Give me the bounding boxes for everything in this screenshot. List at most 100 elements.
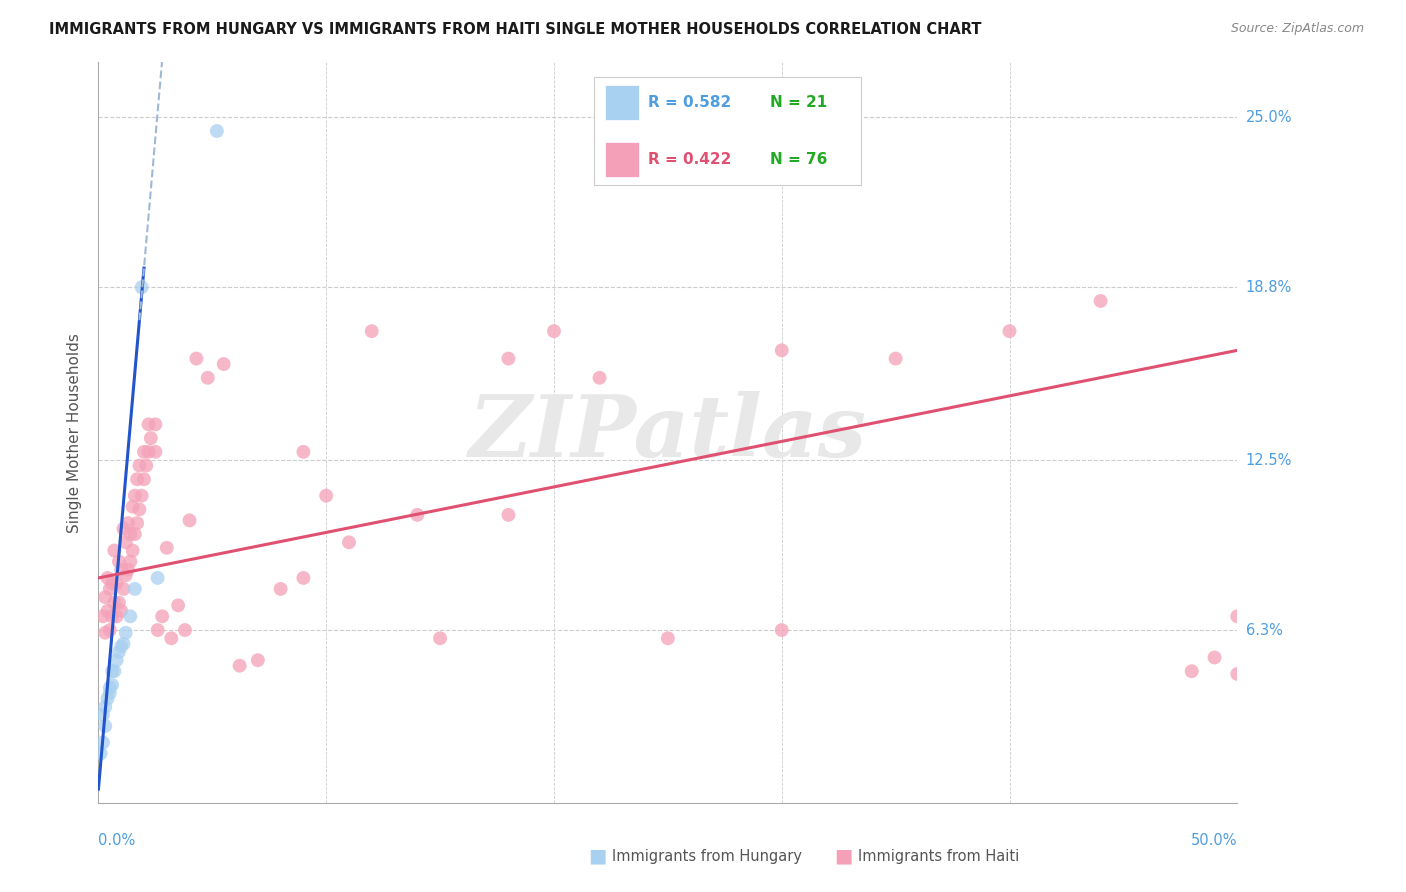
Point: [112, 582, 135, 596]
Bar: [605, 85, 640, 120]
Point: [96, 604, 118, 618]
Point: [131, 280, 153, 294]
Point: [114, 535, 136, 549]
Point: [135, 458, 157, 473]
Text: Immigrants from Haiti: Immigrants from Haiti: [858, 849, 1019, 863]
Point: [105, 609, 128, 624]
Point: [1181, 664, 1204, 678]
Point: [1204, 650, 1226, 665]
Point: [120, 609, 142, 624]
Point: [292, 445, 315, 459]
Point: [174, 623, 197, 637]
Point: [150, 609, 173, 624]
Point: [186, 351, 208, 366]
Point: [160, 632, 183, 646]
Point: [131, 489, 153, 503]
Point: [120, 554, 142, 568]
Point: [121, 543, 143, 558]
Point: [120, 527, 142, 541]
Point: [96, 691, 118, 706]
Point: [146, 571, 169, 585]
Text: 18.8%: 18.8%: [1246, 280, 1292, 294]
Point: [1226, 609, 1249, 624]
Point: [197, 371, 219, 385]
Point: [112, 637, 135, 651]
Point: [360, 324, 382, 338]
Text: IMMIGRANTS FROM HUNGARY VS IMMIGRANTS FROM HAITI SINGLE MOTHER HOUSEHOLDS CORREL: IMMIGRANTS FROM HUNGARY VS IMMIGRANTS FR…: [49, 22, 981, 37]
Bar: [605, 142, 640, 178]
Point: [145, 445, 167, 459]
Text: R = 0.582: R = 0.582: [648, 95, 731, 110]
Point: [121, 500, 143, 514]
Point: [103, 543, 125, 558]
Point: [117, 516, 139, 530]
Point: [96, 571, 118, 585]
Point: [112, 522, 135, 536]
FancyBboxPatch shape: [593, 78, 862, 185]
Point: [132, 445, 155, 459]
Point: [543, 324, 565, 338]
Text: N = 21: N = 21: [770, 95, 828, 110]
Point: [124, 527, 146, 541]
Point: [98, 681, 121, 695]
Point: [103, 664, 125, 678]
Point: [1090, 293, 1112, 308]
Point: [105, 576, 128, 591]
Point: [246, 653, 269, 667]
Point: [406, 508, 429, 522]
Point: [114, 568, 136, 582]
Point: [132, 472, 155, 486]
Point: [315, 489, 337, 503]
Point: [124, 489, 146, 503]
Point: [91, 735, 114, 749]
Text: 0.0%: 0.0%: [98, 833, 135, 848]
Point: [98, 582, 121, 596]
Text: R = 0.422: R = 0.422: [648, 152, 733, 167]
Point: [108, 554, 131, 568]
Point: [101, 576, 124, 591]
Point: [138, 445, 160, 459]
Point: [110, 640, 132, 654]
Point: [212, 357, 235, 371]
Point: [167, 599, 190, 613]
Point: [94, 719, 117, 733]
Point: [657, 632, 679, 646]
Point: [128, 458, 150, 473]
Point: [94, 699, 117, 714]
Point: [770, 623, 793, 637]
Point: [101, 664, 124, 678]
Point: [98, 623, 121, 637]
Point: [91, 609, 114, 624]
Text: Immigrants from Hungary: Immigrants from Hungary: [612, 849, 801, 863]
Point: [138, 417, 160, 432]
Text: ■: ■: [588, 847, 607, 866]
Point: [498, 508, 520, 522]
Point: [145, 417, 167, 432]
Point: [128, 502, 150, 516]
Point: [94, 625, 117, 640]
Point: [884, 351, 907, 366]
Point: [292, 571, 315, 585]
Point: [139, 431, 162, 445]
Point: [270, 582, 292, 596]
Point: [110, 604, 132, 618]
Point: [1226, 667, 1249, 681]
Text: Source: ZipAtlas.com: Source: ZipAtlas.com: [1230, 22, 1364, 36]
Point: [90, 747, 112, 761]
Text: 25.0%: 25.0%: [1246, 110, 1292, 125]
Point: [91, 708, 114, 723]
Point: [156, 541, 179, 555]
Point: [127, 516, 149, 530]
Text: N = 76: N = 76: [770, 152, 828, 167]
Point: [108, 645, 131, 659]
Point: [228, 658, 250, 673]
Point: [101, 678, 124, 692]
Point: [108, 596, 131, 610]
Point: [101, 609, 124, 624]
Point: [998, 324, 1021, 338]
Text: 12.5%: 12.5%: [1246, 452, 1292, 467]
Point: [205, 124, 228, 138]
Text: 50.0%: 50.0%: [1191, 833, 1237, 848]
Y-axis label: Single Mother Households: Single Mother Households: [66, 333, 82, 533]
Text: 6.3%: 6.3%: [1246, 623, 1282, 638]
